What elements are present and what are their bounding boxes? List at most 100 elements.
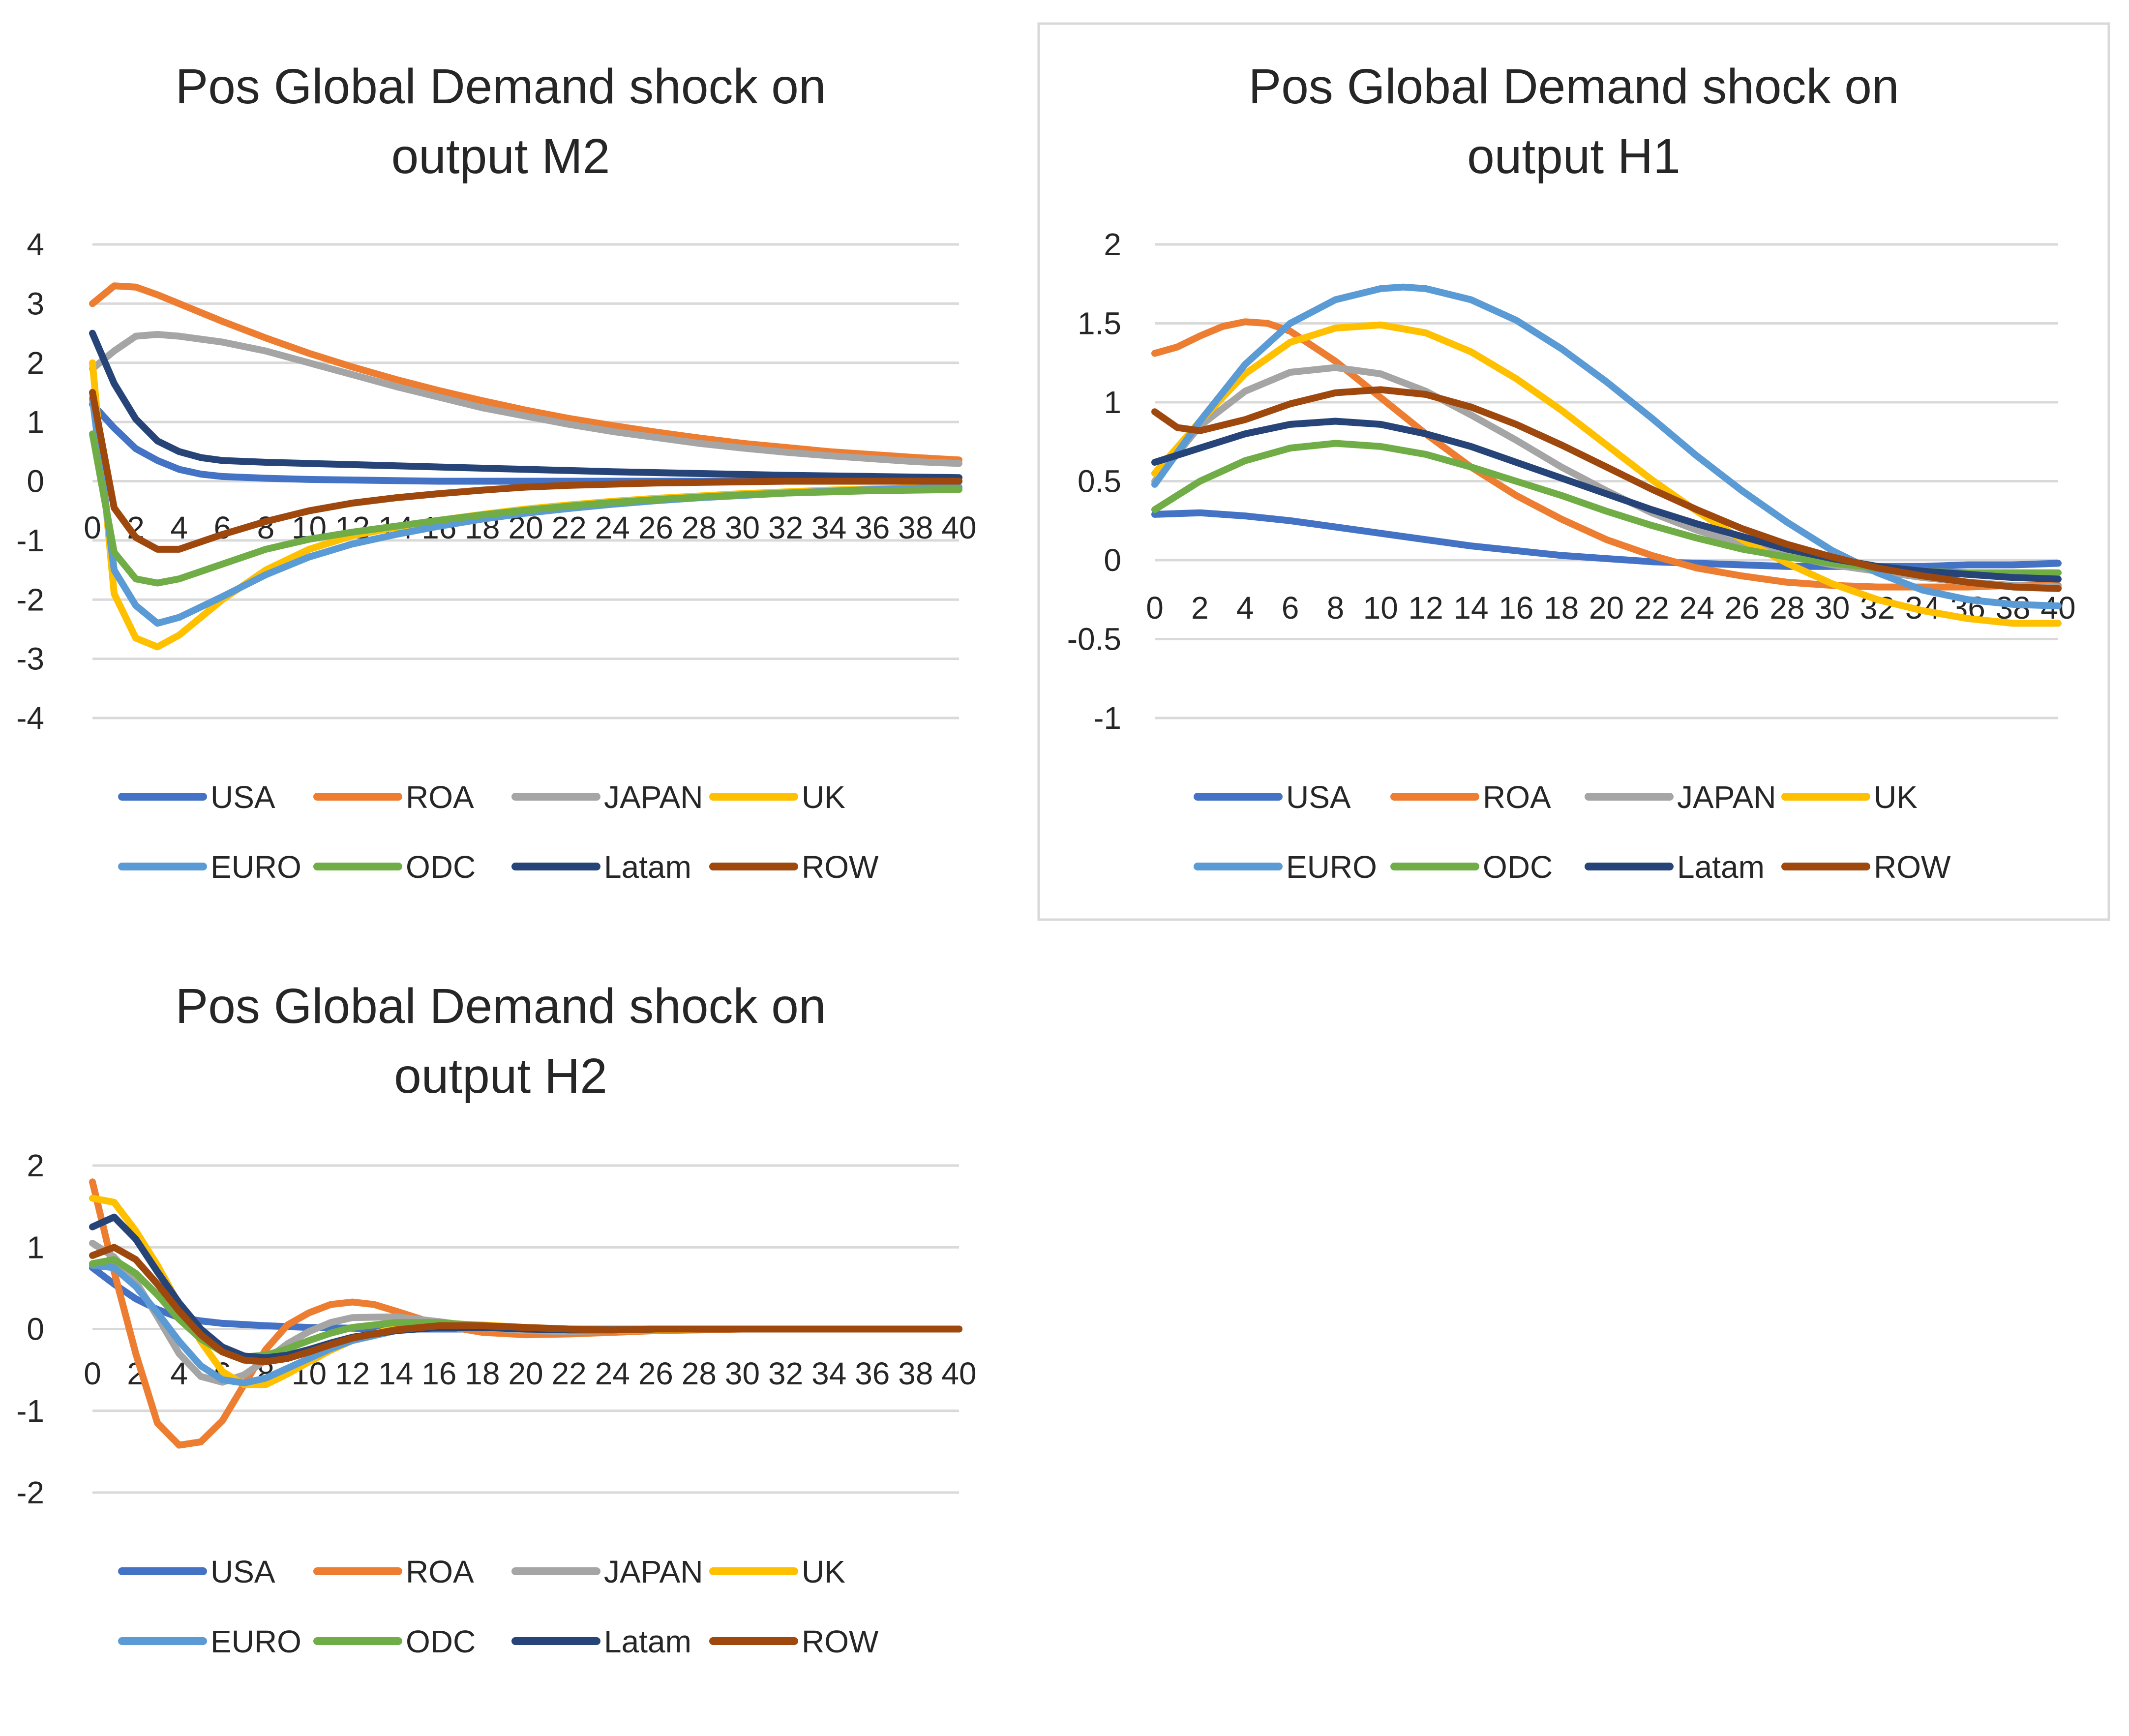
chart-h1: Pos Global Demand shock on output H1 2 1.5 1… — [1037, 22, 2110, 921]
series-line-usa — [89, 401, 962, 485]
x-tick-label: 0 — [1146, 590, 1164, 626]
x-tick-label: 14 — [1453, 590, 1488, 626]
x-tick-label: 4 — [1236, 590, 1254, 626]
series-line-odc — [1151, 440, 2062, 576]
x-tick-label: 14 — [378, 1356, 413, 1391]
x-tick-label: 34 — [811, 1356, 846, 1391]
series-line-latam — [1151, 418, 2062, 583]
legend-label-latam: Latam — [1677, 849, 1765, 885]
y-tick-label: -2 — [16, 582, 44, 617]
y-tick-label: 1.5 — [1078, 306, 1121, 341]
y-tick-label: 1 — [27, 404, 44, 440]
series-line-usa — [89, 1264, 962, 1333]
series-line-row — [1151, 386, 2062, 592]
legend-label-japan: JAPAN — [1677, 779, 1776, 815]
x-tick-label: 36 — [855, 1356, 890, 1391]
legend-label-euro: EURO — [210, 1624, 301, 1659]
chart-title-line: output H2 — [394, 1048, 607, 1104]
x-tick-label: 28 — [682, 1356, 717, 1391]
y-tick-label: -3 — [16, 641, 44, 677]
y-tick-label: 0.5 — [1078, 464, 1121, 499]
x-tick-label: 28 — [682, 510, 717, 545]
legend-label-japan: JAPAN — [604, 1554, 703, 1589]
x-tick-label: 24 — [1679, 590, 1714, 626]
legend-label-roa: ROA — [406, 779, 474, 815]
x-tick-label: 30 — [725, 510, 760, 545]
series-line-euro — [1151, 283, 2062, 610]
legend-label-roa: ROA — [406, 1554, 474, 1589]
legend-label-uk: UK — [1874, 779, 1918, 815]
legend-label-latam: Latam — [604, 849, 691, 885]
legend-label-usa: USA — [1286, 779, 1351, 815]
chart-title-line: Pos Global Demand shock on — [176, 59, 826, 114]
series-line-roa — [89, 282, 962, 464]
y-tick-label: -2 — [16, 1475, 44, 1510]
series-line-latam — [89, 329, 962, 481]
chart-h2: Pos Global Demand shock on output H2 2 1 0 -1… — [16, 979, 977, 1659]
x-tick-label: 20 — [1589, 590, 1624, 626]
series-line-row — [89, 389, 962, 553]
x-tick-label: 6 — [1282, 590, 1299, 626]
x-tick-label: 40 — [941, 1356, 976, 1391]
y-tick-label: 2 — [27, 1148, 44, 1183]
chart-frame — [1037, 22, 2110, 921]
x-tick-label: 0 — [84, 1356, 101, 1391]
x-tick-label: 20 — [508, 1356, 543, 1391]
x-tick-label: 38 — [898, 510, 933, 545]
x-tick-label: 24 — [595, 510, 630, 545]
legend-label-odc: ODC — [1483, 849, 1553, 885]
legend-label-latam: Latam — [604, 1624, 691, 1659]
y-tick-label: 0 — [1104, 542, 1121, 578]
x-tick-label: 36 — [855, 510, 890, 545]
y-tick-label: -0.5 — [1067, 622, 1121, 657]
legend-label-usa: USA — [210, 1554, 275, 1589]
y-tick-label: 2 — [1104, 227, 1121, 262]
y-tick-label: 0 — [27, 464, 44, 499]
x-tick-label: 24 — [595, 1356, 630, 1391]
x-tick-label: 18 — [465, 1356, 500, 1391]
chart-title-line: output M2 — [391, 129, 610, 184]
x-tick-label: 22 — [1634, 590, 1669, 626]
x-tick-label: 4 — [170, 510, 188, 545]
legend-label-odc: ODC — [406, 1624, 476, 1659]
x-tick-label: 32 — [768, 510, 803, 545]
x-tick-label: 28 — [1769, 590, 1804, 626]
series-line-uk — [89, 359, 962, 651]
legend-label-euro: EURO — [1286, 849, 1377, 885]
legend-label-row: ROW — [1874, 849, 1951, 885]
legend-label-usa: USA — [210, 779, 275, 815]
x-tick-label: 30 — [725, 1356, 760, 1391]
y-tick-label: 2 — [27, 345, 44, 381]
x-tick-label: 34 — [811, 510, 846, 545]
legend-label-odc: ODC — [406, 849, 476, 885]
x-tick-label: 2 — [1191, 590, 1209, 626]
legend-label-euro: EURO — [210, 849, 301, 885]
x-tick-label: 26 — [1724, 590, 1759, 626]
y-tick-label: -1 — [16, 523, 44, 558]
legend-label-uk: UK — [802, 1554, 845, 1589]
x-tick-label: 40 — [941, 510, 976, 545]
legend-label-uk: UK — [802, 779, 845, 815]
x-tick-label: 10 — [1363, 590, 1398, 626]
y-tick-label: 4 — [27, 227, 44, 262]
legend-label-roa: ROA — [1483, 779, 1551, 815]
x-tick-label: 26 — [638, 1356, 673, 1391]
x-tick-label: 38 — [898, 1356, 933, 1391]
x-tick-label: 0 — [84, 510, 101, 545]
x-tick-label: 18 — [1544, 590, 1579, 626]
legend-label-japan: JAPAN — [604, 779, 703, 815]
y-tick-label: -1 — [16, 1393, 44, 1429]
x-tick-label: 12 — [335, 1356, 370, 1391]
y-tick-label: 3 — [27, 286, 44, 321]
series-line-odc — [89, 1256, 962, 1360]
x-tick-label: 16 — [1499, 590, 1533, 626]
x-tick-label: 30 — [1815, 590, 1850, 626]
x-tick-label: 22 — [552, 510, 587, 545]
x-tick-label: 22 — [552, 1356, 587, 1391]
chart-title-line: output H1 — [1467, 129, 1680, 184]
series-line-roa — [89, 1178, 962, 1449]
x-tick-label: 16 — [421, 1356, 456, 1391]
x-tick-label: 12 — [1409, 590, 1443, 626]
x-tick-label: 32 — [768, 1356, 803, 1391]
